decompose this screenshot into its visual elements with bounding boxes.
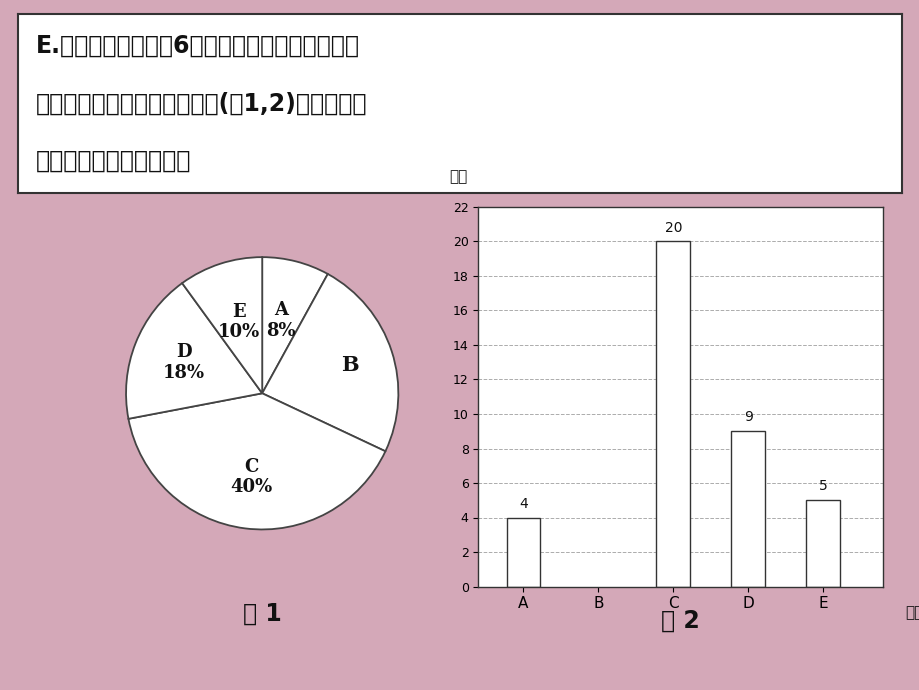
Text: 类别: 类别 xyxy=(904,605,919,620)
Bar xyxy=(731,431,765,586)
Text: E.平均一天使用超过6小时．并用得到的数据绘制: E.平均一天使用超过6小时．并用得到的数据绘制 xyxy=(36,34,359,58)
Text: C
40%: C 40% xyxy=(231,457,272,496)
Text: E
10%: E 10% xyxy=(218,303,260,342)
Text: 关信息，解答下列问题：: 关信息，解答下列问题： xyxy=(36,149,191,173)
Text: 5: 5 xyxy=(818,480,827,493)
Wedge shape xyxy=(129,393,385,529)
Text: 9: 9 xyxy=(743,411,752,424)
Text: 人数: 人数 xyxy=(448,169,467,184)
Text: 图 2: 图 2 xyxy=(661,609,699,633)
Bar xyxy=(506,518,539,586)
Bar xyxy=(805,500,839,586)
Text: B: B xyxy=(341,355,358,375)
Wedge shape xyxy=(182,257,262,393)
Text: A
8%: A 8% xyxy=(266,302,295,340)
Text: 图 1: 图 1 xyxy=(243,602,281,626)
Text: 4: 4 xyxy=(518,497,528,511)
Text: 成了如下两幅不完整的统计图(图1,2)，请根据相: 成了如下两幅不完整的统计图(图1,2)，请根据相 xyxy=(36,92,368,115)
Wedge shape xyxy=(126,283,262,419)
Bar xyxy=(656,241,689,586)
Wedge shape xyxy=(262,257,327,393)
Wedge shape xyxy=(262,274,398,451)
Text: 20: 20 xyxy=(664,221,681,235)
Text: D
18%: D 18% xyxy=(163,343,205,382)
